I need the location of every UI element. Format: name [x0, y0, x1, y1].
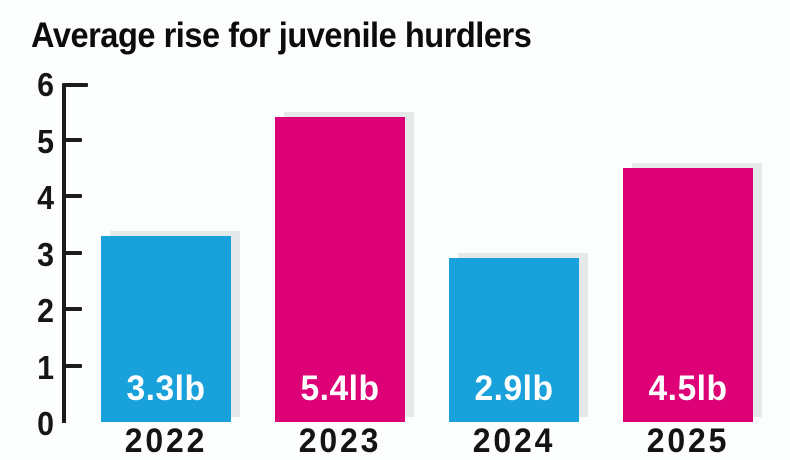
- y-axis-tick: [62, 194, 82, 198]
- y-axis-tick-label: 6: [37, 66, 54, 103]
- y-axis-tick: [62, 307, 82, 311]
- bar-2022: 3.3lb: [101, 236, 231, 422]
- x-axis-label-2024: 2024: [472, 422, 556, 460]
- bar-value-label: 3.3lb: [126, 369, 206, 408]
- y-axis-tick-label: 1: [37, 348, 54, 386]
- bar-value-label: 2.9lb: [474, 369, 554, 408]
- x-axis-label-2023: 2023: [298, 422, 382, 460]
- y-axis-tick-label: 2: [37, 292, 54, 329]
- y-axis-tick-label: 3: [37, 235, 54, 273]
- chart-title: Average rise for juvenile hurdlers: [31, 16, 532, 55]
- x-axis-label-2022: 2022: [124, 422, 208, 460]
- y-axis-tick: [62, 137, 82, 142]
- bar-2025: 4.5lb: [623, 168, 753, 422]
- y-axis-tick-label: 4: [37, 179, 54, 216]
- y-axis-tick-label: 5: [37, 122, 54, 160]
- bar-2024: 2.9lb: [449, 258, 579, 422]
- bar-value-label: 4.5lb: [648, 369, 728, 408]
- y-axis-tick: [62, 250, 82, 255]
- y-axis-tick: [62, 83, 88, 87]
- x-axis-label-2025: 2025: [646, 422, 730, 460]
- y-axis-tick-label: 0: [37, 405, 54, 442]
- y-axis-tick: [62, 363, 82, 368]
- bar-value-label: 5.4lb: [300, 369, 380, 408]
- bar-2023: 5.4lb: [275, 117, 405, 422]
